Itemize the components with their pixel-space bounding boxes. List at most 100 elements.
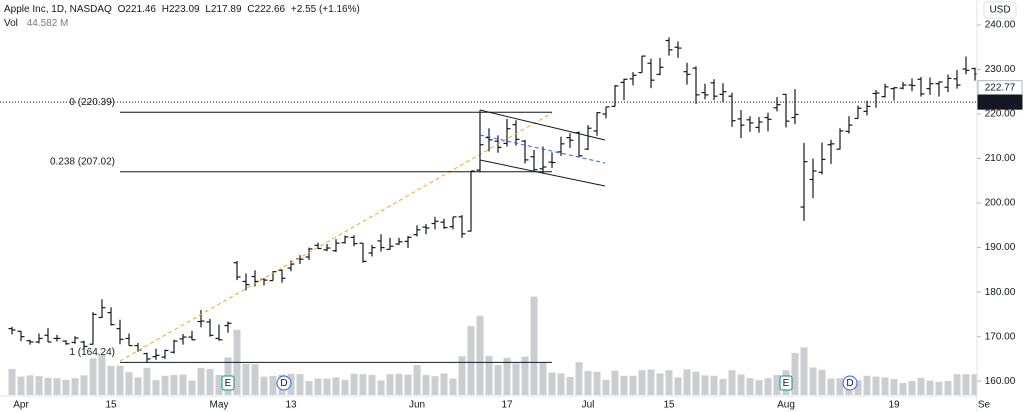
volume-bar — [404, 374, 412, 395]
x-tick-label: Jun — [409, 400, 425, 411]
volume-bar — [386, 374, 394, 395]
channel-lower — [479, 159, 606, 187]
volume-bar — [80, 375, 88, 395]
symbol: Apple Inc, 1D, NASDAQ — [4, 4, 112, 15]
volume-bar — [692, 371, 700, 395]
legend-header: Apple Inc, 1D, NASDAQ O221.46 H223.09 L2… — [4, 4, 360, 15]
x-tick-label: Aug — [777, 400, 795, 411]
volume-bar — [251, 364, 259, 395]
low-value: L217.89 — [205, 4, 242, 15]
volume-bar — [638, 370, 646, 395]
volume-bar — [395, 373, 403, 395]
volume-bar — [539, 363, 547, 395]
volume-bar — [8, 369, 16, 395]
y-tick-label: 230.00 — [985, 64, 1016, 75]
volume-bar — [107, 365, 115, 395]
volume-bar — [746, 378, 754, 395]
volume-bar — [152, 380, 160, 395]
volume-header: Vol 44.582 M — [4, 18, 68, 29]
currency-box[interactable] — [983, 1, 1017, 19]
price-marker-label: 222.66 — [985, 97, 1016, 108]
volume-bar — [620, 375, 628, 395]
volume-bar — [188, 380, 196, 395]
volume-bar — [899, 383, 907, 395]
volume-bar — [197, 367, 205, 395]
plot-area — [8, 37, 977, 395]
volume-bar — [296, 374, 304, 395]
volume-bar — [809, 367, 817, 395]
volume-bar — [179, 374, 187, 395]
volume-bar — [242, 363, 250, 395]
volume-bar — [575, 362, 583, 395]
volume-bar — [629, 375, 637, 395]
volume-bar — [368, 375, 376, 395]
volume-bar — [161, 375, 169, 395]
volume-bar — [350, 373, 358, 395]
volume-bar — [422, 375, 430, 395]
y-tick-label: 220.00 — [985, 109, 1016, 120]
close-value: C222.66 — [247, 4, 285, 15]
volume-bar — [62, 379, 70, 395]
x-tick-label: 15 — [663, 400, 675, 411]
x-tick-label: 17 — [501, 400, 513, 411]
volume-bar — [413, 365, 421, 395]
volume-bar — [134, 377, 142, 395]
volume-bar — [431, 376, 439, 395]
open-value: O221.46 — [118, 4, 157, 15]
drawings — [119, 109, 606, 362]
volume-bar — [728, 370, 736, 395]
volume-bar — [98, 354, 106, 395]
volume-bar — [602, 379, 610, 395]
volume-bar — [818, 369, 826, 395]
volume-bar — [863, 375, 871, 395]
volume-bar — [890, 379, 898, 395]
event-badge — [842, 375, 858, 391]
volume-bar — [872, 376, 880, 395]
volume-bar — [260, 376, 268, 395]
volume-bar — [269, 375, 277, 395]
x-tick-label: 15 — [105, 400, 117, 411]
volume-value: 44.582 M — [27, 18, 69, 29]
currency: USD — [989, 5, 1010, 16]
volume-bar — [701, 375, 709, 395]
event-label: E — [225, 378, 232, 389]
volume-bar — [341, 379, 349, 395]
x-tick-label: 19 — [888, 400, 900, 411]
volume-bar — [314, 378, 322, 395]
volume-bar — [773, 375, 781, 395]
volume-bar — [908, 381, 916, 395]
volume-bar — [359, 374, 367, 395]
volume-bar — [854, 380, 862, 395]
x-tick-label: 13 — [285, 400, 297, 411]
trend-line — [119, 112, 553, 362]
volume-bar — [503, 357, 511, 395]
volume-bar — [494, 365, 502, 395]
volume-bar — [44, 377, 52, 395]
volume-bar — [584, 371, 592, 395]
fib-label: 1 (164.24) — [69, 347, 115, 358]
x-tick-label: Apr — [13, 400, 29, 411]
volume-bar — [458, 356, 466, 395]
volume-bar — [566, 377, 574, 395]
change-value: +2.55 (+1.16%) — [291, 4, 360, 15]
volume-bar — [611, 370, 619, 395]
volume-bar — [674, 377, 682, 395]
x-tick-label: May — [210, 400, 229, 411]
x-tick-label: Jul — [582, 400, 595, 411]
volume-bar — [962, 374, 970, 395]
volume-bar — [377, 380, 385, 395]
volume-bar — [917, 377, 925, 395]
volume-bar — [944, 381, 952, 395]
volume-bar — [683, 369, 691, 395]
channel-upper — [479, 109, 606, 141]
channel-middle — [479, 134, 606, 164]
volume-bar — [755, 380, 763, 395]
volume-bar — [800, 347, 808, 395]
event-badge — [779, 375, 793, 391]
event-label: D — [280, 378, 287, 389]
volume-bar — [521, 356, 529, 395]
volume-bar — [953, 374, 961, 395]
event-badge — [276, 375, 292, 391]
volume-bar — [710, 375, 718, 395]
